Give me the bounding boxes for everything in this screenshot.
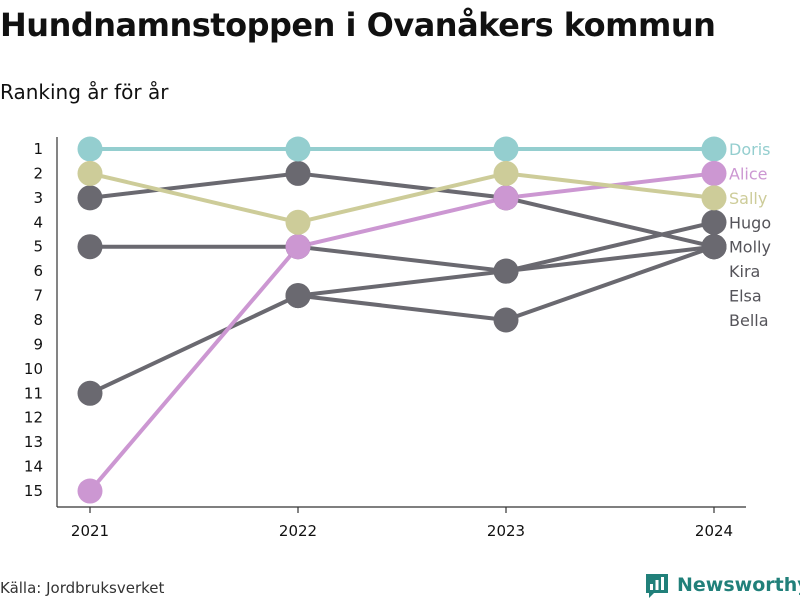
y-tick-label: 4 [33, 213, 43, 231]
x-axis: 2021 2022 2023 2024 [57, 506, 746, 540]
series-label-bella: Bella [729, 311, 769, 330]
y-tick-label: 14 [24, 458, 43, 476]
y-tick-label: 13 [24, 433, 43, 451]
point-alice-2021 [77, 478, 103, 504]
point-doris-2022 [285, 136, 311, 162]
point-doris-2021 [77, 136, 103, 162]
y-tick-label: 11 [24, 384, 43, 402]
series-line-hugo [89, 220, 715, 396]
series-label-doris: Doris [729, 140, 770, 159]
y-tick-label: 2 [33, 164, 43, 182]
chart-subtitle: Ranking år för år [0, 80, 169, 104]
series-labels: Doris Alice Sally Hugo Molly Kira Elsa Bella [729, 140, 771, 330]
point-sally-2022 [285, 209, 311, 235]
x-tick-label: 2023 [487, 522, 525, 540]
y-tick-label: 15 [24, 482, 43, 500]
brand-name: Newsworthy [677, 574, 800, 596]
point-sally-2023 [493, 160, 519, 186]
point-elsa-2023 [493, 307, 519, 333]
series-lines [88, 147, 715, 493]
y-tick-label: 5 [33, 238, 43, 256]
y-tick-label: 6 [33, 262, 43, 280]
brand: Newsworthy [645, 570, 800, 600]
series-label-molly: Molly [729, 238, 771, 257]
x-tick-label: 2021 [71, 522, 109, 540]
point-doris-2023 [493, 136, 519, 162]
series-line-sally [89, 171, 715, 225]
y-tick-label: 8 [33, 311, 43, 329]
series-line-molly [89, 171, 715, 249]
series-label-sally: Sally [729, 189, 767, 208]
point-sally-2021 [77, 160, 103, 186]
point-elsa-2022 [285, 283, 311, 309]
point-doris-2024 [701, 136, 727, 162]
y-tick-label: 9 [33, 335, 43, 353]
newsworthy-logo-icon [646, 573, 668, 598]
point-alice-2023 [493, 185, 519, 211]
point-alice-2024 [701, 160, 727, 186]
point-hugo-2021 [77, 380, 103, 406]
series-line-alice [88, 171, 715, 493]
point-bella-2024 [701, 234, 727, 260]
point-molly-2021 [77, 185, 103, 211]
y-tick-label: 1 [33, 140, 43, 158]
series-label-elsa: Elsa [729, 287, 762, 306]
point-hugo-2024 [701, 209, 727, 235]
x-tick-label: 2022 [279, 522, 317, 540]
point-alice-2022 [285, 234, 311, 260]
point-sally-2024 [701, 185, 727, 211]
series-line-kira [90, 244, 715, 274]
point-molly-2022 [285, 160, 311, 186]
source-note: Källa: Jordbruksverket [0, 579, 165, 597]
series-label-hugo: Hugo [729, 213, 771, 232]
y-tick-label: 10 [24, 360, 43, 378]
y-tick-label: 3 [33, 189, 43, 207]
point-kira-2021 [77, 234, 103, 260]
point-kira-2023 [493, 258, 519, 284]
y-tick-label: 12 [24, 409, 43, 427]
series-label-alice: Alice [729, 164, 767, 183]
y-tick-label: 7 [33, 287, 43, 305]
x-tick-label: 2024 [695, 522, 733, 540]
series-label-kira: Kira [729, 262, 760, 281]
series-points [77, 136, 727, 504]
chart-title: Hundnamnstoppen i Ovanåkers kommun [0, 6, 716, 44]
